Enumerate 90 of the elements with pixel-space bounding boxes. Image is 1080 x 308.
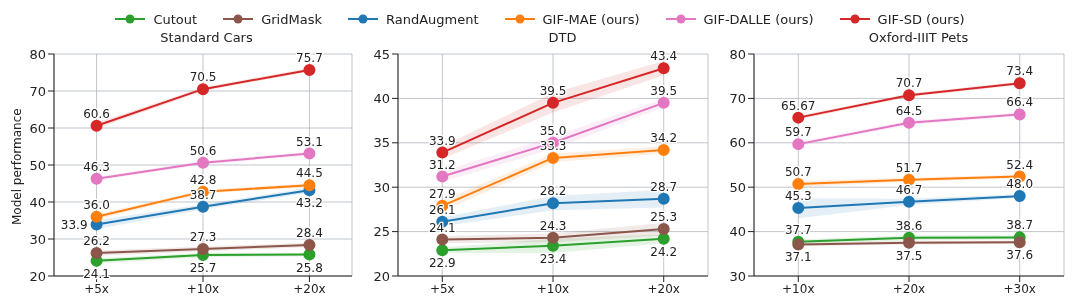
data-label: 65.67 — [781, 98, 816, 113]
x-tick-label: +5x — [84, 281, 109, 296]
data-label: 45.3 — [784, 189, 812, 204]
data-label: 43.4 — [650, 49, 678, 64]
data-label: 27.3 — [189, 229, 217, 244]
data-label: 35.0 — [539, 123, 567, 138]
legend-label: Cutout — [153, 11, 198, 27]
chart-title: DTD — [547, 30, 578, 47]
y-tick-label: 20 — [373, 268, 390, 284]
data-label: 25.8 — [296, 260, 323, 275]
data-label: 46.7 — [895, 182, 923, 197]
y-tick-label: 35 — [373, 135, 390, 151]
data-label: 46.3 — [83, 159, 110, 174]
x-tick-label: +10x — [782, 281, 815, 296]
y-tick-label: 80 — [729, 46, 746, 62]
data-label: 39.5 — [539, 83, 567, 98]
data-label: 48.0 — [1006, 177, 1034, 192]
data-label: 53.1 — [296, 134, 323, 149]
data-label: 37.6 — [1006, 248, 1034, 263]
data-label: 36.0 — [83, 197, 110, 212]
data-label: 23.4 — [539, 251, 567, 266]
data-label: 38.6 — [895, 218, 923, 233]
data-label: 42.8 — [189, 172, 217, 187]
x-tick-label: +20x — [293, 281, 326, 296]
y-tick-label: 20 — [29, 268, 46, 284]
y-tick-label: 30 — [29, 231, 46, 247]
data-label: 75.7 — [296, 50, 323, 65]
data-label: 33.9 — [428, 133, 456, 148]
legend-label: GIF-DALLE (ours) — [703, 11, 814, 27]
y-tick-label: 30 — [373, 179, 390, 195]
data-label: 70.5 — [189, 70, 217, 85]
y-tick-label: 40 — [373, 91, 390, 107]
data-label: 37.1 — [784, 250, 812, 265]
data-label: 33.9 — [60, 217, 88, 232]
y-tick-label: 70 — [29, 83, 46, 99]
data-label: 28.2 — [539, 184, 567, 199]
x-tick-label: +10x — [536, 281, 570, 296]
y-tick-label: 70 — [729, 91, 746, 107]
data-label: 28.4 — [296, 225, 323, 240]
data-label: 37.5 — [895, 248, 923, 263]
legend-label: GridMask — [261, 11, 322, 27]
chart-title: Oxford-IIIT Pets — [867, 30, 970, 47]
data-label: 50.6 — [189, 143, 217, 158]
data-label: 38.7 — [1006, 218, 1034, 233]
data-label: 59.7 — [784, 125, 812, 140]
data-label: 44.5 — [296, 166, 323, 181]
y-tick-label: 60 — [729, 135, 746, 151]
data-label: 60.6 — [83, 106, 110, 121]
data-label: 33.3 — [539, 138, 567, 153]
data-label: 52.4 — [1006, 157, 1034, 172]
x-tick-label: +5x — [429, 281, 455, 296]
y-tick-label: 40 — [29, 194, 46, 210]
y-tick-label: 45 — [373, 46, 390, 62]
data-label: 24.2 — [650, 244, 678, 259]
data-label: 37.7 — [784, 222, 812, 237]
data-label: 31.2 — [428, 157, 456, 172]
data-label: 26.1 — [428, 202, 456, 217]
data-label: 22.9 — [428, 256, 456, 271]
y-tick-label: 50 — [29, 157, 46, 173]
y-tick-label: 60 — [29, 120, 46, 136]
data-label: 28.7 — [650, 179, 678, 194]
y-axis-title: Model performance — [10, 108, 25, 225]
data-label: 43.2 — [296, 196, 323, 211]
data-label: 50.7 — [784, 165, 812, 180]
x-tick-label: +20x — [892, 281, 926, 296]
data-label: 64.5 — [895, 103, 923, 118]
y-tick-label: 50 — [729, 179, 746, 195]
y-tick-label: 80 — [29, 46, 46, 62]
x-tick-label: +30x — [1003, 281, 1036, 296]
data-label: 25.7 — [189, 260, 217, 275]
data-label: 70.7 — [895, 76, 923, 91]
data-label: 51.7 — [895, 160, 923, 175]
data-label: 24.1 — [428, 220, 456, 235]
data-label: 73.4 — [1006, 64, 1034, 79]
data-label: 34.2 — [650, 130, 678, 145]
data-label: 66.4 — [1006, 95, 1034, 110]
data-label: 39.5 — [650, 83, 678, 98]
data-label: 24.3 — [539, 218, 567, 233]
y-tick-label: 40 — [729, 224, 746, 240]
legend-label: RandAugment — [385, 11, 479, 27]
legend-label: GIF-SD (ours) — [877, 11, 965, 27]
chart-title: Standard Cars — [159, 30, 254, 47]
y-tick-label: 25 — [373, 224, 390, 240]
data-label: 25.3 — [650, 209, 678, 224]
x-tick-label: +20x — [647, 281, 680, 296]
data-label: 27.9 — [428, 186, 456, 201]
legend-label: GIF-MAE (ours) — [542, 11, 640, 27]
y-tick-label: 30 — [729, 268, 746, 284]
data-label: 26.2 — [83, 234, 110, 249]
x-tick-label: +10x — [186, 281, 220, 296]
